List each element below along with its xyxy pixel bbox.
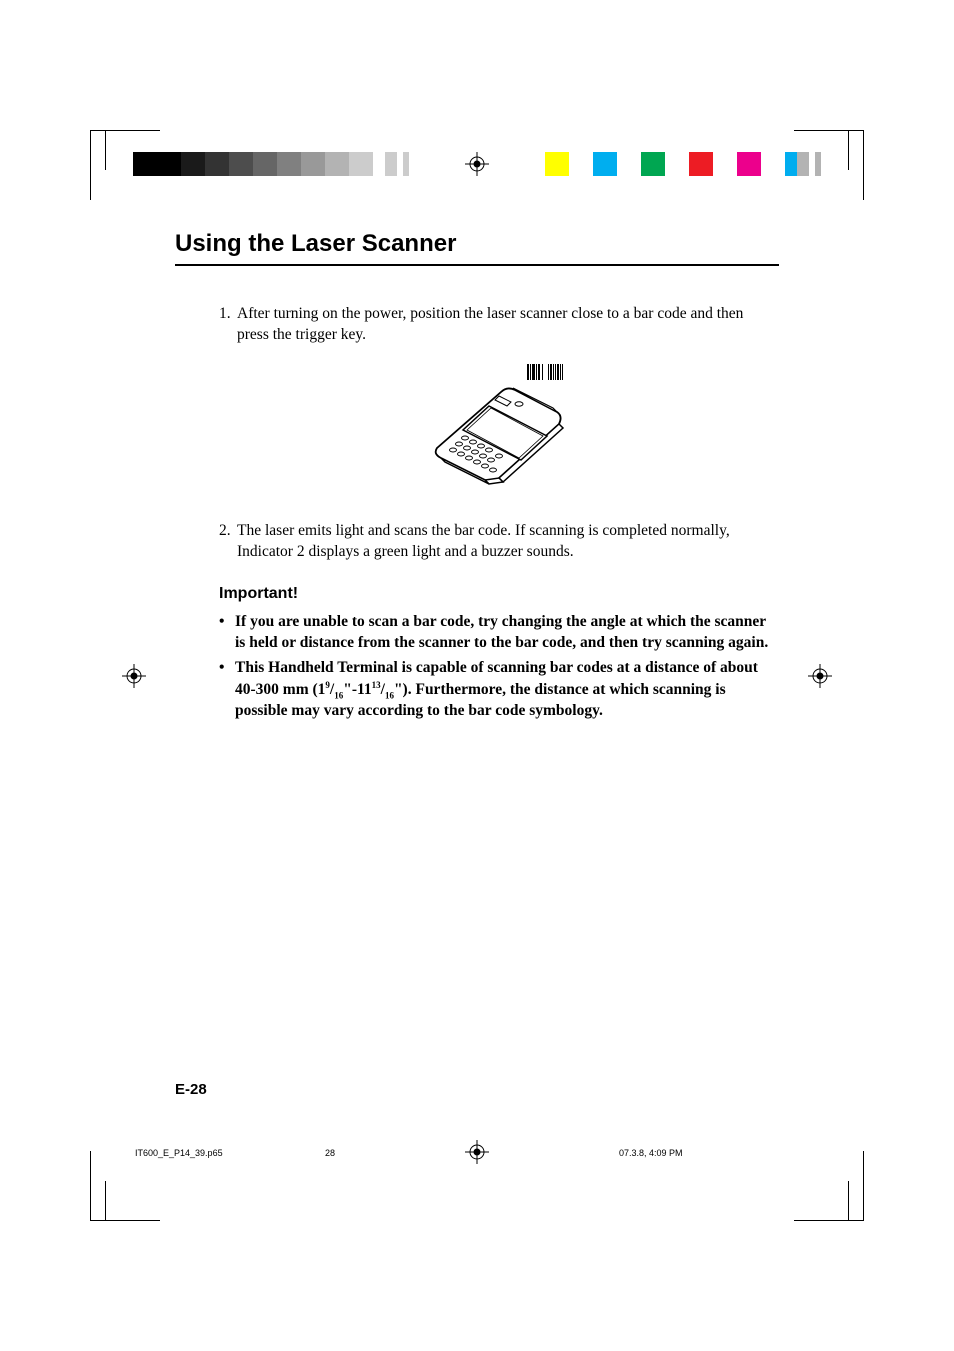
color-swatch — [301, 152, 325, 176]
registration-mark-left — [122, 664, 146, 688]
color-swatch — [569, 152, 593, 176]
color-swatch — [133, 152, 157, 176]
important-bullets: • If you are unable to scan a bar code, … — [219, 612, 779, 722]
step-1-text: After turning on the power, position the… — [237, 304, 779, 346]
color-swatch — [385, 152, 397, 176]
important-heading: Important! — [219, 583, 779, 605]
body-text: 1. After turning on the power, position … — [219, 304, 779, 722]
crop-mark-tl-inner — [105, 130, 106, 170]
section-title: Using the Laser Scanner — [175, 230, 779, 266]
step-2: 2. The laser emits light and scans the b… — [219, 521, 779, 563]
color-swatch — [665, 152, 689, 176]
color-swatch — [815, 152, 821, 176]
step-2-number: 2. — [219, 521, 237, 563]
color-swatch — [277, 152, 301, 176]
color-swatch — [229, 152, 253, 176]
color-swatch — [403, 152, 409, 176]
crop-mark-br-inner — [848, 1181, 849, 1221]
color-swatch — [373, 152, 385, 176]
color-swatch — [713, 152, 737, 176]
color-swatch — [797, 152, 809, 176]
color-swatch — [617, 152, 641, 176]
registration-mark-top — [465, 152, 489, 176]
color-swatch — [545, 152, 569, 176]
color-swatch — [785, 152, 797, 176]
step-1: 1. After turning on the power, position … — [219, 304, 779, 346]
color-swatch — [205, 152, 229, 176]
b2-frac2-den: 16 — [385, 690, 394, 700]
step-1-number: 1. — [219, 304, 237, 346]
crop-mark-br — [794, 1151, 864, 1221]
scanner-figure — [219, 360, 779, 497]
color-swatch — [737, 152, 761, 176]
color-bar-left — [133, 152, 409, 176]
color-swatch — [325, 152, 349, 176]
color-swatch — [641, 152, 665, 176]
color-swatch — [181, 152, 205, 176]
bullet-2-text: This Handheld Terminal is capable of sca… — [235, 658, 779, 722]
registration-mark-right — [808, 664, 832, 688]
color-swatch — [349, 152, 373, 176]
color-bar-right — [545, 152, 821, 176]
b2-mid: "-11 — [343, 681, 371, 698]
b2-frac2-num: 13 — [372, 680, 381, 690]
page-content: Using the Laser Scanner 1. After turning… — [175, 230, 779, 726]
footer-page: 28 — [325, 1148, 475, 1158]
step-2-text: The laser emits light and scans the bar … — [237, 521, 779, 563]
color-swatch — [689, 152, 713, 176]
color-swatch — [761, 152, 785, 176]
crop-mark-tr-inner — [848, 130, 849, 170]
bullet-2: • This Handheld Terminal is capable of s… — [219, 658, 779, 722]
color-swatch — [157, 152, 181, 176]
crop-mark-bl — [90, 1151, 160, 1221]
bullet-1: • If you are unable to scan a bar code, … — [219, 612, 779, 654]
footer-datetime: 07.3.8, 4:09 PM — [619, 1148, 819, 1158]
b2-frac1-num: 9 — [325, 680, 330, 690]
page-number: E-28 — [175, 1081, 207, 1098]
bullet-dot: • — [219, 658, 235, 722]
bullet-1-text: If you are unable to scan a bar code, tr… — [235, 612, 779, 654]
color-swatch — [593, 152, 617, 176]
footer: IT600_E_P14_39.p65 28 07.3.8, 4:09 PM — [135, 1148, 819, 1158]
crop-mark-bl-inner — [105, 1181, 106, 1221]
footer-filename: IT600_E_P14_39.p65 — [135, 1148, 325, 1158]
color-swatch — [253, 152, 277, 176]
bullet-dot: • — [219, 612, 235, 654]
b2-frac1-den: 16 — [334, 690, 343, 700]
